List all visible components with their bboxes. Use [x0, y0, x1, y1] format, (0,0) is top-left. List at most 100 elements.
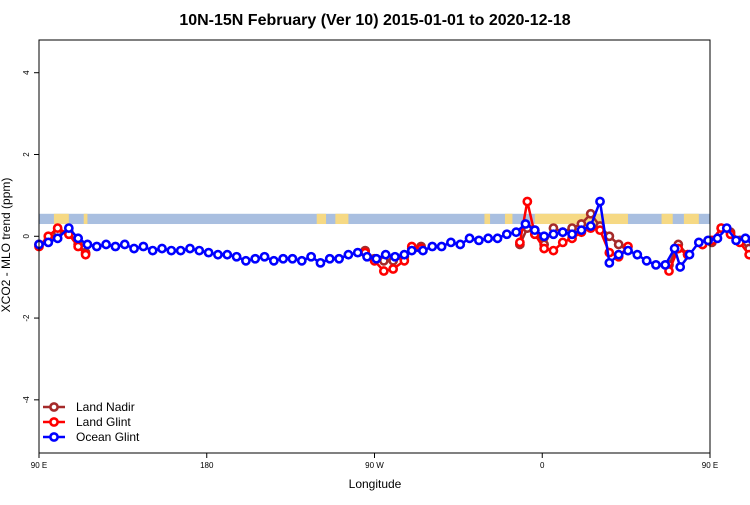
data-point — [613, 239, 624, 250]
data-point — [595, 225, 605, 236]
data-point — [63, 223, 74, 233]
data-point — [539, 243, 550, 254]
data-point — [473, 235, 484, 246]
data-point — [73, 233, 84, 244]
data-point — [684, 249, 695, 260]
data-point — [138, 241, 149, 252]
data-point — [185, 243, 195, 254]
land-band-6 — [534, 213, 628, 225]
data-point — [585, 221, 596, 231]
data-point — [194, 245, 205, 256]
data-point — [483, 233, 494, 244]
data-point — [334, 253, 344, 264]
data-point — [157, 243, 167, 254]
data-point — [213, 249, 223, 260]
data-point — [641, 255, 652, 266]
x-tick-label: 0 — [540, 461, 545, 470]
x-tick-label: 180 — [200, 461, 214, 470]
data-point — [52, 223, 63, 233]
data-point — [669, 243, 680, 254]
data-point — [703, 235, 714, 246]
data-point — [296, 255, 307, 266]
data-point — [129, 243, 139, 254]
data-point — [675, 262, 686, 272]
land-band-1 — [83, 213, 88, 225]
data-point — [418, 245, 428, 256]
data-point — [222, 249, 233, 260]
data-point — [464, 233, 475, 244]
x-tick-label: 90 E — [702, 461, 718, 470]
data-point — [557, 227, 568, 238]
data-point — [250, 253, 261, 264]
data-point — [175, 245, 186, 256]
data-point — [613, 249, 624, 260]
data-point — [147, 245, 158, 256]
data-point — [362, 251, 372, 262]
data-point — [80, 249, 91, 260]
data-point — [43, 237, 54, 248]
data-point — [557, 237, 568, 248]
legend-marker — [49, 417, 59, 427]
y-axis: -4 -2 0 2 4 — [22, 70, 39, 403]
x-axis-label: Longitude — [349, 477, 402, 491]
legend-item: Land Glint — [43, 415, 131, 429]
data-point — [520, 219, 531, 229]
data-point — [315, 257, 326, 268]
y-tick-label: 2 — [22, 152, 31, 157]
data-point — [343, 249, 354, 260]
land-band-2 — [316, 213, 327, 225]
plot-frame — [38, 39, 711, 454]
legend-label: Land Nadir — [76, 400, 135, 414]
x-tick-label: 90 W — [365, 461, 384, 470]
background-band — [39, 213, 710, 225]
data-point — [91, 241, 102, 252]
data-point — [324, 253, 335, 264]
land-band-5 — [504, 213, 513, 225]
y-tick-label: -2 — [22, 314, 31, 322]
land-band-0 — [53, 213, 69, 225]
data-point — [73, 241, 84, 252]
data-point — [380, 249, 391, 260]
data-point — [744, 249, 750, 260]
data-point — [548, 245, 559, 256]
data-point — [203, 247, 214, 258]
data-point — [378, 266, 389, 276]
data-point — [110, 241, 121, 252]
data-point — [539, 231, 550, 242]
x-axis: 90 E 180 90 W 0 90 E — [31, 453, 718, 470]
legend-label: Ocean Glint — [76, 430, 140, 444]
data-point — [268, 255, 279, 266]
data-point — [731, 235, 741, 246]
data-point — [406, 245, 417, 256]
data-point — [651, 260, 661, 270]
data-point — [231, 251, 242, 262]
chart-title: 10N-15N February (Ver 10) 2015-01-01 to … — [179, 12, 570, 29]
data-point — [446, 237, 456, 248]
data-point — [119, 239, 130, 250]
data-point — [712, 233, 723, 244]
data-point — [511, 227, 522, 238]
data-point — [101, 239, 111, 250]
legend-marker — [49, 402, 59, 412]
land-band-3 — [335, 213, 349, 225]
legend-marker — [49, 432, 59, 442]
ocean-band — [39, 213, 710, 225]
data-point — [632, 249, 643, 260]
data-point — [623, 245, 633, 256]
series-layer — [34, 196, 750, 276]
y-tick-label: -4 — [22, 396, 31, 404]
legend-item: Ocean Glint — [43, 430, 140, 444]
data-point — [721, 223, 732, 233]
data-point — [371, 253, 382, 264]
data-point — [427, 241, 438, 252]
data-point — [287, 253, 298, 264]
data-point — [660, 260, 671, 270]
data-point — [166, 245, 177, 256]
data-point — [259, 251, 270, 262]
data-point — [455, 239, 466, 250]
series-ocean-glint — [34, 196, 750, 272]
data-point — [82, 239, 93, 250]
data-point — [278, 253, 289, 264]
